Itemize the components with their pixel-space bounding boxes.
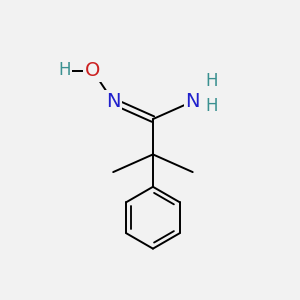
- Text: H: H: [206, 72, 218, 90]
- Text: H: H: [58, 61, 71, 80]
- Text: O: O: [85, 61, 100, 80]
- Text: N: N: [185, 92, 200, 111]
- Text: H: H: [206, 97, 218, 115]
- Text: N: N: [106, 92, 120, 111]
